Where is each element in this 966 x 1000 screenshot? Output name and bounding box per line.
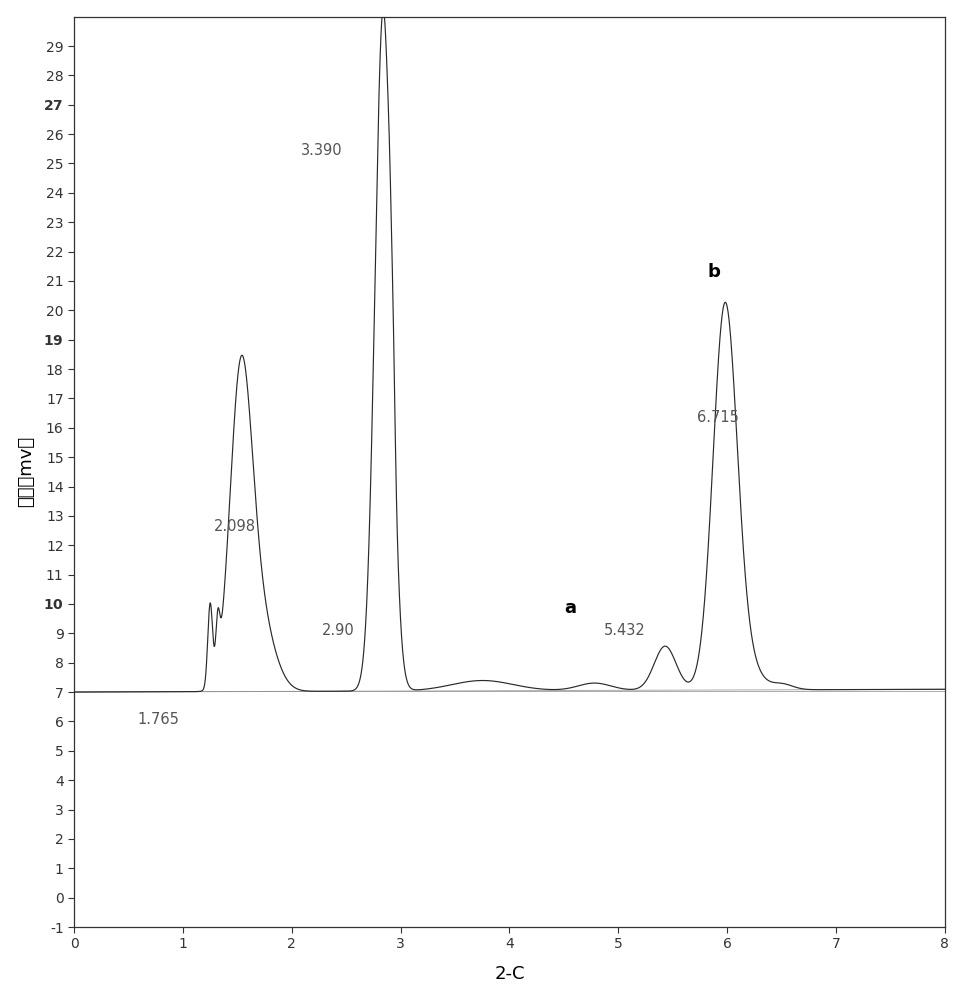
Y-axis label: 电压（mv）: 电压（mv） [16, 436, 35, 507]
Text: 1.765: 1.765 [137, 712, 179, 727]
X-axis label: 2-C: 2-C [495, 965, 525, 983]
Text: a: a [564, 599, 576, 617]
Text: 2.90: 2.90 [323, 623, 355, 638]
Text: 3.390: 3.390 [300, 143, 342, 158]
Text: 5.432: 5.432 [604, 623, 646, 638]
Text: 2.098: 2.098 [213, 519, 255, 534]
Text: 6.715: 6.715 [696, 410, 739, 425]
Text: b: b [708, 263, 721, 281]
